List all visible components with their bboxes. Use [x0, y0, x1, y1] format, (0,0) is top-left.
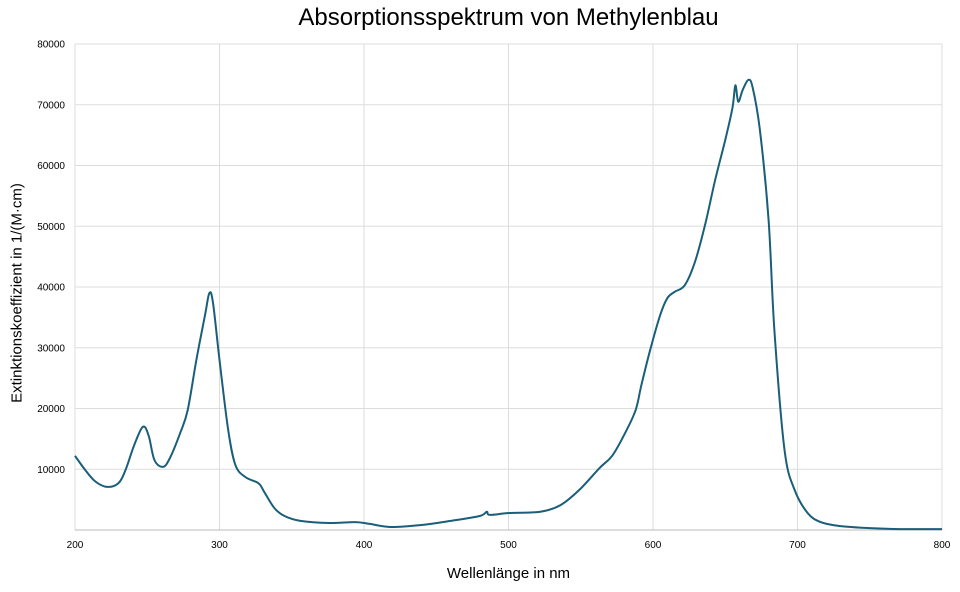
y-tick-label: 10000 — [37, 465, 65, 476]
x-tick-label: 500 — [500, 540, 517, 551]
x-axis-label: Wellenlänge in nm — [446, 565, 571, 582]
y-tick-label: 20000 — [37, 404, 65, 415]
y-tick-label: 60000 — [37, 161, 65, 172]
x-tick-label: 800 — [934, 540, 951, 551]
y-tick-label: 80000 — [37, 40, 65, 51]
y-tick-label: 40000 — [37, 283, 65, 294]
y-tick-label: 50000 — [37, 222, 65, 233]
x-tick-label: 700 — [789, 540, 806, 551]
x-tick-label: 300 — [211, 540, 228, 551]
x-tick-label: 200 — [67, 540, 84, 551]
y-tick-label: 30000 — [37, 343, 65, 354]
spectrum-line — [74, 78, 943, 531]
x-tick-label: 600 — [645, 540, 662, 551]
chart-title: Absorptionsspektrum von Methylenblau — [298, 4, 719, 31]
x-tick-label: 400 — [356, 540, 373, 551]
y-tick-label: 70000 — [37, 100, 65, 111]
